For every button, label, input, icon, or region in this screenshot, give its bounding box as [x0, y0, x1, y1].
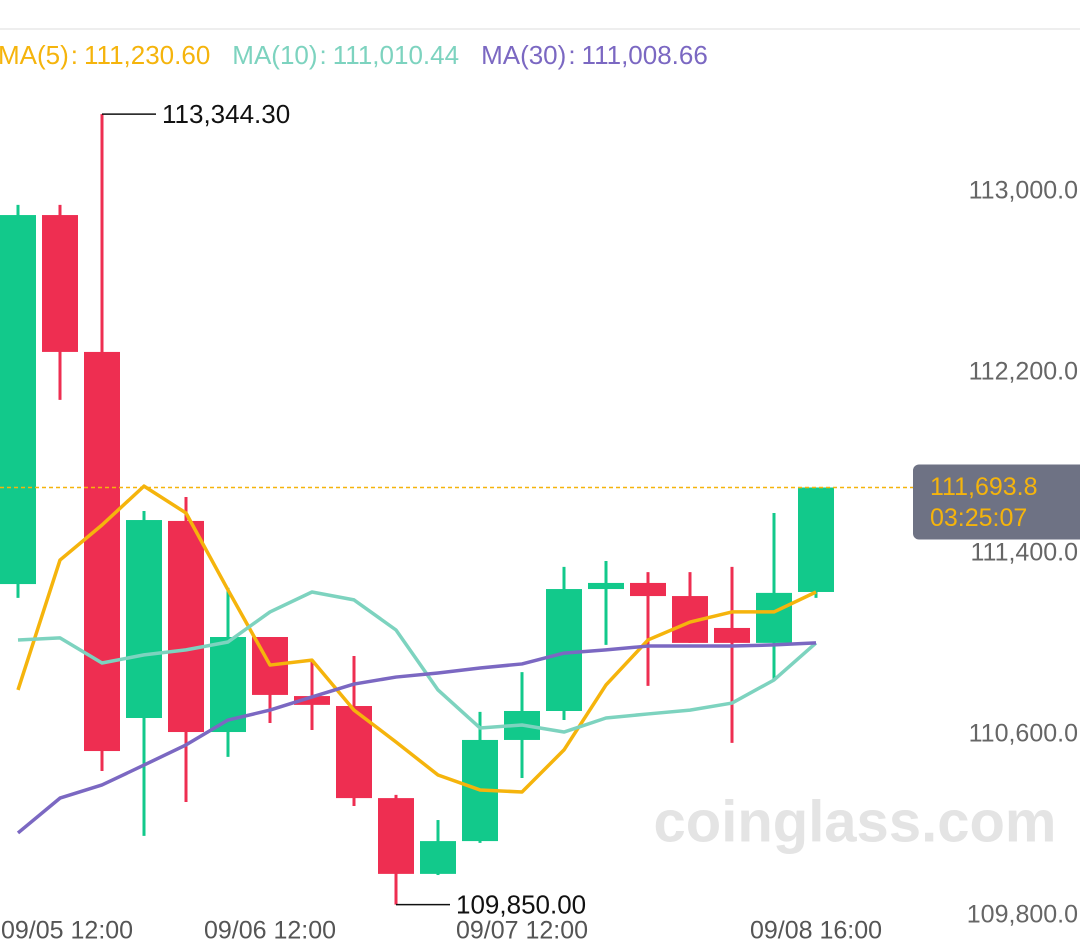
- candle-body: [42, 215, 78, 352]
- legend-item: MA(30): 111,008.66: [481, 40, 708, 71]
- legend-value: 111,230.60: [84, 40, 211, 70]
- ma-line: [17, 590, 818, 734]
- annotation-label: 113,344.30: [162, 99, 290, 129]
- current-price-badge: [913, 464, 1080, 540]
- candle-body: [546, 589, 582, 711]
- legend-separator: :: [70, 40, 79, 70]
- x-tick-label: 09/05 12:00: [1, 917, 133, 945]
- legend-item: MA(10): 111,010.44: [232, 40, 459, 71]
- candle-body: [378, 798, 414, 874]
- annotation-label: 109,850.00: [456, 890, 586, 920]
- watermark: coinglass.com: [654, 789, 1057, 854]
- candle-body: [756, 592, 792, 643]
- legend-name: MA(10): [232, 40, 318, 70]
- legend-separator: :: [568, 40, 576, 70]
- candle-body: [714, 627, 750, 643]
- legend: MA(5): 111,230.60 MA(10): 111,010.44 MA(30):…: [0, 40, 708, 71]
- ma-line: [16, 484, 817, 794]
- candle-body: [126, 520, 162, 719]
- current-price-label: 111,693.8: [930, 473, 1038, 501]
- y-tick-label: 111,400.0: [970, 539, 1078, 567]
- countdown-label: 03:25:07: [930, 504, 1027, 532]
- candle-body: [588, 582, 624, 590]
- legend-value: 111,010.44: [332, 40, 460, 70]
- legend-item: MA(5): 111,230.60: [0, 40, 210, 71]
- candle-body: [420, 841, 456, 874]
- candle-body: [630, 582, 666, 597]
- candle-body: [294, 696, 330, 705]
- ma-line: [16, 641, 817, 835]
- y-tick-label: 109,800.0: [967, 901, 1078, 929]
- x-tick-label: 09/08 16:00: [750, 917, 882, 945]
- candle-body: [0, 215, 36, 585]
- y-tick-label: 112,200.0: [969, 358, 1078, 386]
- candle-body: [798, 487, 834, 592]
- x-tick-label: 09/07 12:00: [456, 917, 588, 945]
- legend-name: MA(5): [0, 40, 69, 70]
- x-tick-label: 09/06 12:00: [204, 917, 336, 945]
- candle-body: [168, 520, 204, 733]
- y-tick-label: 113,000.0: [969, 177, 1078, 205]
- candle-body: [84, 351, 120, 752]
- legend-value: 111,008.66: [581, 40, 708, 70]
- legend-separator: :: [319, 40, 327, 70]
- y-tick-label: 110,600.0: [969, 720, 1078, 748]
- legend-name: MA(30): [481, 40, 567, 70]
